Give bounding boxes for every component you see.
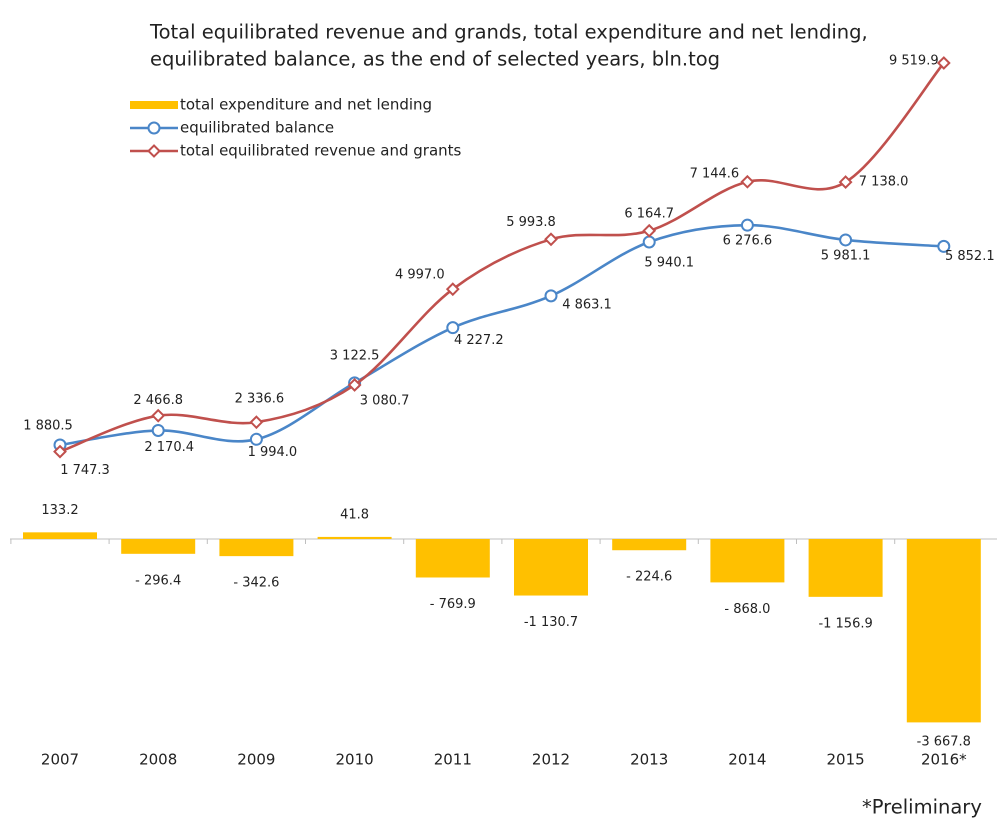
data-label: - 868.0 — [724, 602, 770, 617]
point — [544, 232, 558, 247]
bar — [23, 532, 97, 539]
point — [249, 432, 263, 446]
point — [53, 444, 67, 459]
legend-label: total expenditure and net lending — [180, 96, 432, 114]
bar — [514, 539, 588, 596]
point — [151, 408, 166, 423]
bar — [710, 539, 785, 583]
footnote: *Preliminary — [862, 796, 982, 818]
point — [838, 175, 853, 190]
bar — [317, 536, 392, 539]
legend-swatch — [130, 101, 178, 109]
bar — [612, 539, 687, 551]
line — [59, 62, 945, 453]
bar — [219, 539, 294, 557]
data-label: 6 164.7 — [624, 206, 674, 221]
chart-title: Total equilibrated revenue and grands, t… — [149, 21, 868, 44]
data-label: 5 852.1 — [945, 249, 995, 264]
data-label: 9 519.9 — [889, 54, 939, 69]
data-label: 4 997.0 — [395, 268, 445, 283]
point — [446, 321, 460, 335]
data-label: 4 863.1 — [562, 297, 612, 312]
legend-label: equilibrated balance — [180, 119, 334, 137]
legend-label: total equilibrated revenue and grants — [180, 142, 462, 160]
line — [59, 223, 944, 447]
data-label: 7 138.0 — [859, 175, 909, 190]
data-label: - 224.6 — [626, 570, 672, 585]
data-label: 3 080.7 — [360, 393, 410, 408]
x-tick-label: 2012 — [532, 751, 570, 769]
data-label: 2 466.8 — [133, 393, 183, 408]
x-tick-label: 2013 — [630, 751, 668, 769]
x-tick-label: 2014 — [728, 751, 766, 769]
data-label: 1 747.3 — [60, 463, 110, 478]
data-label: -1 130.7 — [524, 615, 578, 630]
point — [839, 233, 853, 247]
bar — [808, 539, 883, 597]
data-label: 5 993.8 — [506, 215, 556, 230]
point — [151, 423, 165, 437]
chart-subtitle: equilibrated balance, as the end of sele… — [150, 48, 720, 71]
legend-marker — [147, 121, 161, 135]
point — [642, 235, 656, 249]
x-tick-label: 2016* — [921, 751, 967, 769]
data-label: 41.8 — [340, 507, 369, 522]
point — [249, 415, 264, 430]
bar — [415, 539, 490, 578]
point — [544, 289, 558, 303]
data-label: 2 170.4 — [144, 440, 194, 455]
x-tick-label: 2008 — [139, 751, 177, 769]
bar — [906, 539, 981, 723]
data-label: 7 144.6 — [690, 166, 740, 181]
data-label: -3 667.8 — [917, 735, 971, 750]
data-label: 4 227.2 — [454, 333, 504, 348]
x-tick-label: 2015 — [827, 751, 865, 769]
legend-marker — [147, 144, 161, 158]
x-tick-label: 2011 — [434, 751, 472, 769]
data-label: - 296.4 — [135, 573, 181, 588]
data-label: 2 336.6 — [235, 392, 285, 407]
data-label: - 342.6 — [233, 576, 279, 591]
data-label: 5 940.1 — [644, 255, 694, 270]
point — [937, 239, 951, 253]
data-label: 5 981.1 — [821, 248, 871, 263]
data-label: 6 276.6 — [723, 234, 773, 249]
point — [740, 218, 754, 232]
data-label: 1 880.5 — [23, 418, 73, 433]
data-label: 1 994.0 — [248, 445, 298, 460]
data-label: 133.2 — [41, 503, 78, 518]
data-label: - 769.9 — [430, 597, 476, 612]
bar — [121, 539, 196, 554]
point — [347, 378, 362, 392]
data-label: -1 156.9 — [818, 616, 872, 631]
x-tick-label: 2009 — [237, 751, 275, 769]
point — [740, 174, 755, 189]
point — [642, 223, 657, 238]
data-label: 3 122.5 — [330, 348, 380, 363]
point — [445, 282, 460, 297]
point — [936, 56, 951, 70]
x-tick-label: 2010 — [336, 751, 374, 769]
x-tick-label: 2007 — [41, 751, 79, 769]
